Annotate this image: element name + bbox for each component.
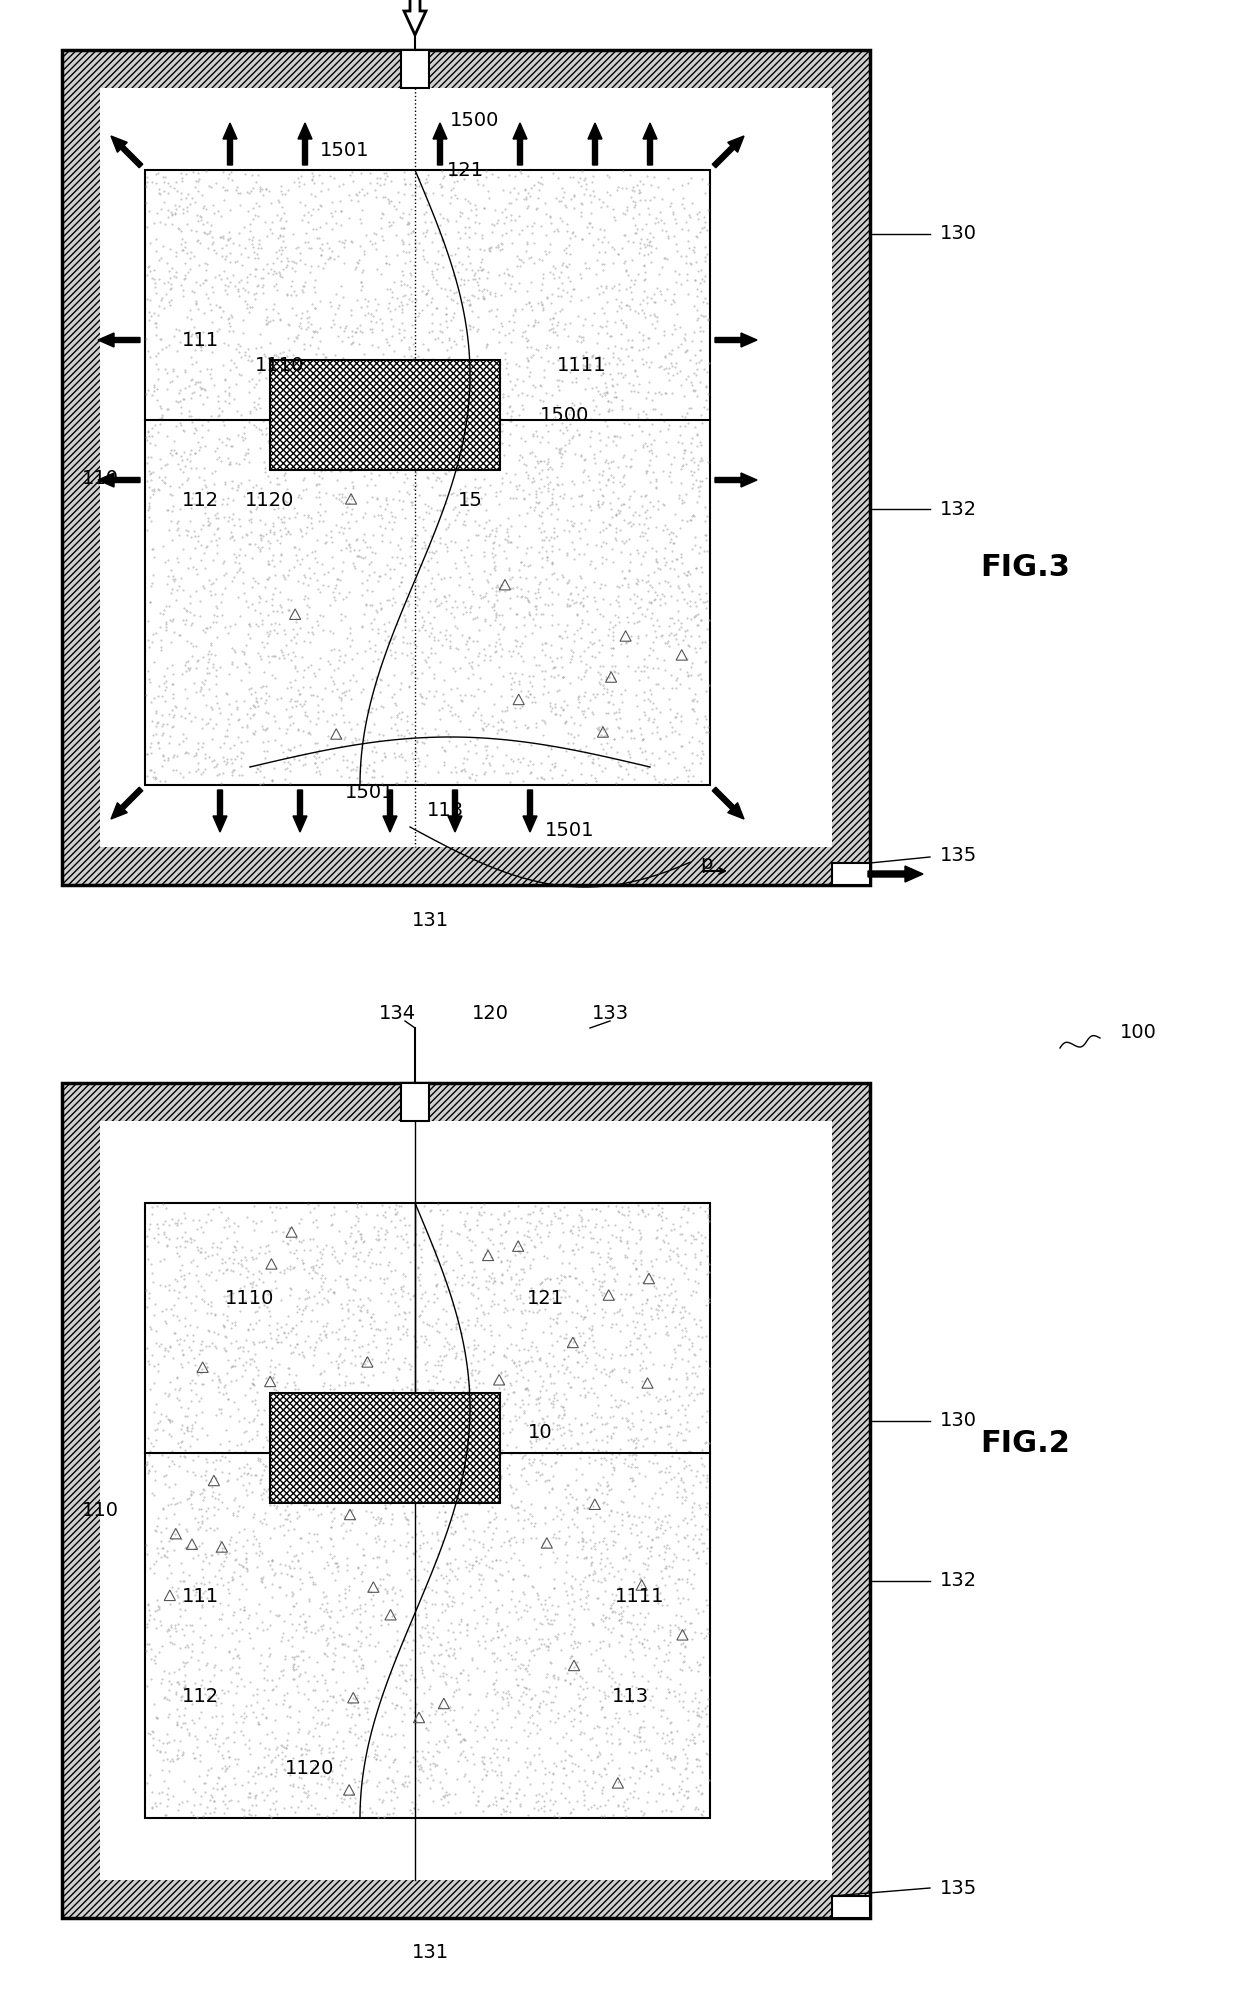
FancyArrow shape [448,789,463,831]
Text: 1110: 1110 [226,1289,275,1307]
FancyArrow shape [223,124,237,165]
Text: 111: 111 [181,331,218,349]
Bar [401,1082,429,1120]
Text: 1120: 1120 [246,490,295,510]
FancyArrow shape [98,333,140,347]
FancyArrow shape [298,124,312,165]
Bar [401,50,429,88]
Text: FIG.3: FIG.3 [980,554,1070,582]
FancyArrow shape [404,0,427,36]
Text: 112: 112 [181,1686,218,1706]
Text: 100: 100 [1120,1024,1157,1042]
Text: 1501: 1501 [320,140,370,159]
Text: 111: 111 [181,1586,218,1606]
Text: 15: 15 [458,490,482,510]
Text: 1111: 1111 [557,355,606,375]
Bar [100,88,832,847]
Text: 131: 131 [412,911,449,929]
FancyArrow shape [513,124,527,165]
FancyArrow shape [523,789,537,831]
Bar [145,1204,711,1818]
FancyArrow shape [868,867,923,883]
Text: 113: 113 [427,801,464,819]
Text: 113: 113 [611,1686,649,1706]
Text: 130: 130 [940,223,977,243]
Text: 133: 133 [591,1004,629,1022]
Bar [62,1082,870,1917]
Bar [832,863,870,885]
Text: 135: 135 [940,845,977,865]
Bar [62,50,870,885]
FancyArrow shape [644,124,657,165]
Text: 110: 110 [82,468,119,488]
Bar [100,1120,832,1879]
FancyArrow shape [715,472,756,486]
Text: 121: 121 [527,1289,563,1307]
FancyArrow shape [98,472,140,486]
Bar [832,1895,870,1917]
Text: FIG.2: FIG.2 [980,1429,1070,1457]
Text: 132: 132 [940,1570,977,1590]
Text: 120: 120 [471,1004,508,1022]
Text: 1501: 1501 [546,821,595,839]
Text: 10: 10 [528,1423,552,1443]
FancyArrow shape [213,789,227,831]
Text: 1500: 1500 [541,405,590,425]
Text: 135: 135 [940,1879,977,1897]
Bar [270,1393,500,1503]
Text: p: p [701,853,712,873]
FancyArrow shape [383,789,397,831]
Text: 134: 134 [378,1004,415,1022]
Bar [270,361,500,470]
Text: 1501: 1501 [345,783,394,801]
FancyArrow shape [293,789,308,831]
FancyArrow shape [715,333,756,347]
FancyArrow shape [112,787,143,819]
Text: 132: 132 [940,500,977,518]
FancyArrow shape [588,124,601,165]
Text: 1120: 1120 [285,1758,335,1778]
Text: 1500: 1500 [450,110,500,130]
Text: 110: 110 [82,1501,119,1521]
FancyArrow shape [112,136,143,167]
Text: 131: 131 [412,1943,449,1963]
Text: 130: 130 [940,1411,977,1431]
Text: 1110: 1110 [255,355,305,375]
Text: 121: 121 [446,161,484,179]
FancyArrow shape [433,124,446,165]
Text: 112: 112 [181,490,218,510]
FancyArrow shape [712,136,744,167]
FancyArrow shape [712,787,744,819]
Bar [145,169,711,785]
Text: 1111: 1111 [615,1586,665,1606]
